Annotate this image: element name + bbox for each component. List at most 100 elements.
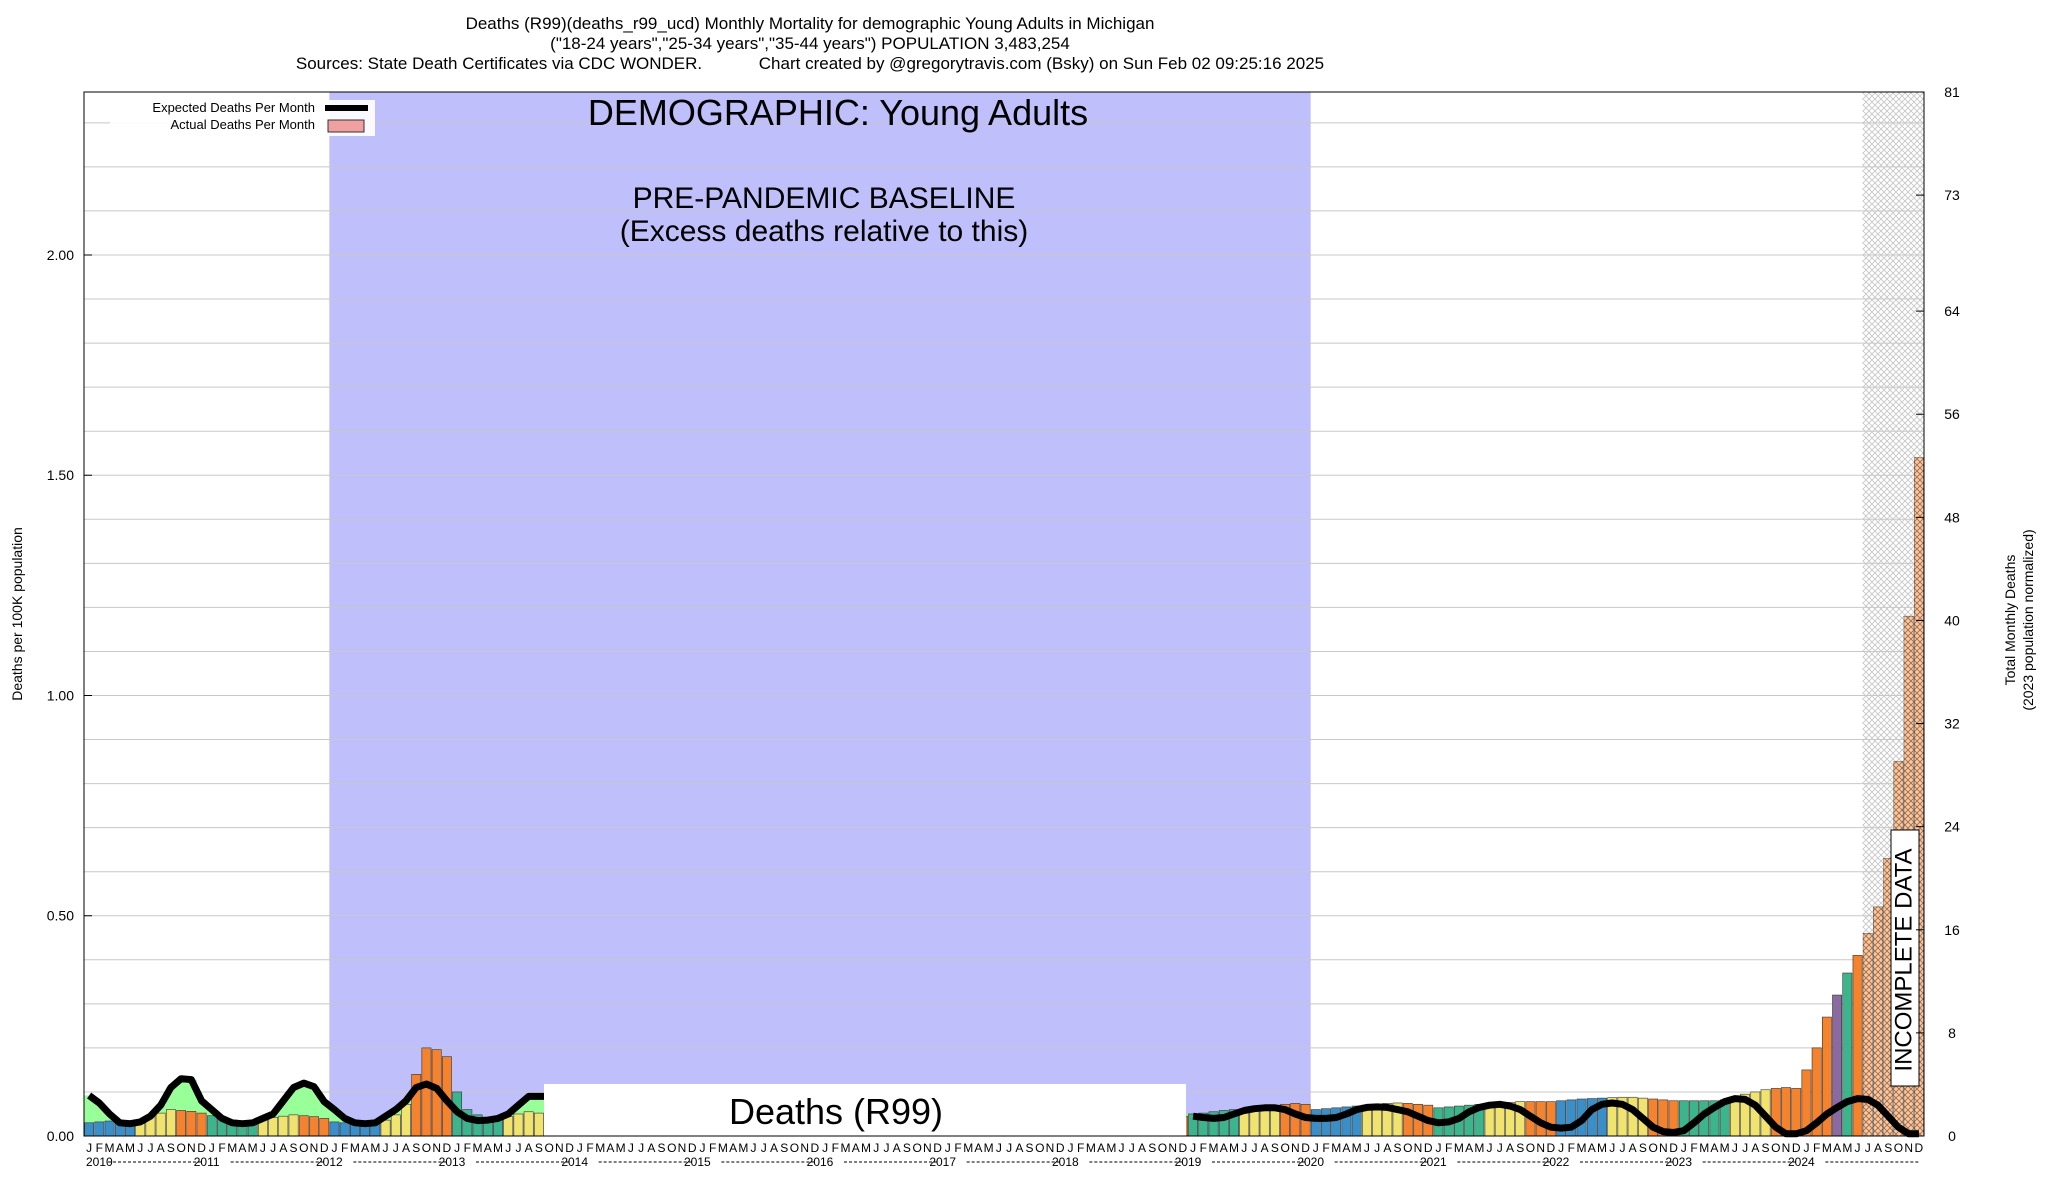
x-month-label: A xyxy=(729,1141,737,1155)
x-month-label: M xyxy=(350,1141,360,1155)
y-axis-label: Deaths per 100K population xyxy=(9,527,25,701)
expected-surplus-area xyxy=(186,1079,197,1112)
x-month-label: J xyxy=(873,1141,879,1155)
actual-bar xyxy=(1852,955,1863,1137)
x-year-label: 2011 xyxy=(194,1155,220,1169)
expected-surplus-area xyxy=(329,1109,340,1122)
y-tick-label: 1.00 xyxy=(47,687,74,703)
x-month-label: J xyxy=(86,1141,92,1155)
x-month-label: M xyxy=(1209,1141,1219,1155)
x-month-label: S xyxy=(290,1141,298,1155)
x-month-label: A xyxy=(279,1141,287,1155)
x-month-label: A xyxy=(484,1141,492,1155)
x-month-label: D xyxy=(933,1141,942,1155)
x-month-label: M xyxy=(1699,1141,1709,1155)
x-year-label: 2019 xyxy=(1175,1155,1202,1169)
x-month-label: F xyxy=(341,1141,348,1155)
x-month-label: J xyxy=(1497,1141,1503,1155)
x-month-label: F xyxy=(1690,1141,1697,1155)
x-month-label: J xyxy=(1681,1141,1687,1155)
expected-surplus-area xyxy=(523,1096,535,1112)
actual-bar xyxy=(176,1110,187,1137)
x-month-label: J xyxy=(1251,1141,1257,1155)
x-month-label: O xyxy=(1771,1141,1780,1155)
y-right-tick-label: 8 xyxy=(1948,1025,1956,1041)
x-month-label: A xyxy=(1629,1141,1637,1155)
actual-bar xyxy=(84,1122,95,1137)
actual-bar xyxy=(319,1118,330,1137)
actual-bar xyxy=(329,1121,340,1137)
actual-bar xyxy=(196,1112,207,1137)
actual-bar xyxy=(339,1122,350,1137)
x-month-label: J xyxy=(1609,1141,1615,1155)
x-month-label: M xyxy=(616,1141,626,1155)
x-year-label: 2010 xyxy=(86,1155,113,1169)
x-month-label: J xyxy=(1067,1141,1073,1155)
x-month-label: D xyxy=(1915,1141,1924,1155)
expected-surplus-area xyxy=(319,1101,330,1119)
x-month-label: N xyxy=(1046,1141,1055,1155)
x-month-label: M xyxy=(984,1141,994,1155)
x-month-label: N xyxy=(1414,1141,1423,1155)
chart-title: Deaths (R99)(deaths_r99_ucd) Monthly Mor… xyxy=(0,14,1620,74)
actual-bar xyxy=(401,1103,411,1137)
x-year-label: 2023 xyxy=(1665,1155,1692,1169)
x-month-label: M xyxy=(1352,1141,1362,1155)
x-month-label: J xyxy=(270,1141,276,1155)
x-month-label: N xyxy=(1904,1141,1913,1155)
x-month-label: S xyxy=(903,1141,911,1155)
x-month-label: A xyxy=(770,1141,778,1155)
x-month-label: F xyxy=(954,1141,961,1155)
x-month-label: D xyxy=(1792,1141,1801,1155)
x-month-label: A xyxy=(606,1141,614,1155)
x-year-label: 2015 xyxy=(684,1155,711,1169)
x-month-label: A xyxy=(238,1141,246,1155)
x-month-label: M xyxy=(1331,1141,1341,1155)
x-month-label: A xyxy=(647,1141,655,1155)
expected-surplus-area xyxy=(84,1095,95,1123)
legend-actual-label: Actual Deaths Per Month xyxy=(170,117,315,132)
actual-bar xyxy=(278,1115,289,1137)
x-month-label: J xyxy=(1865,1141,1871,1155)
legend-expected-label: Expected Deaths Per Month xyxy=(152,100,315,115)
x-month-label: J xyxy=(1619,1141,1625,1155)
cause-label: Deaths (R99) xyxy=(729,1091,943,1132)
x-month-label: F xyxy=(1200,1141,1207,1155)
actual-bar xyxy=(268,1117,279,1137)
x-month-label: J xyxy=(383,1141,389,1155)
x-month-label: M xyxy=(963,1141,973,1155)
x-month-label: S xyxy=(780,1141,788,1155)
x-month-label: M xyxy=(1106,1141,1116,1155)
x-month-label: J xyxy=(1803,1141,1809,1155)
x-month-label: J xyxy=(751,1141,757,1155)
x-month-label: N xyxy=(1168,1141,1177,1155)
baseline-annotation-line1: PRE-PANDEMIC BASELINE xyxy=(633,182,1016,215)
x-month-label: J xyxy=(822,1141,828,1155)
x-month-label: A xyxy=(1097,1141,1105,1155)
y-right-tick-label: 48 xyxy=(1944,509,1960,525)
actual-bar xyxy=(94,1121,105,1137)
incomplete-hatch-bar xyxy=(1873,906,1883,1136)
actual-bar xyxy=(1331,1107,1342,1137)
actual-bar xyxy=(1750,1091,1761,1137)
y-tick-label: 0.00 xyxy=(47,1128,74,1144)
y-right-tick-label: 16 xyxy=(1944,922,1960,938)
x-month-label: A xyxy=(1751,1141,1759,1155)
x-month-label: A xyxy=(1383,1141,1391,1155)
x-month-label: F xyxy=(1445,1141,1452,1155)
actual-bar xyxy=(523,1111,534,1137)
x-month-label: O xyxy=(790,1141,799,1155)
x-month-label: J xyxy=(761,1141,767,1155)
x-month-label: D xyxy=(1669,1141,1678,1155)
x-month-label: J xyxy=(393,1141,399,1155)
x-month-label: M xyxy=(1086,1141,1096,1155)
x-month-label: J xyxy=(1119,1141,1125,1155)
x-month-label: S xyxy=(1884,1141,1892,1155)
y-right-axis-label: Total Monthly Deaths xyxy=(2002,555,2018,686)
x-month-label: J xyxy=(638,1141,644,1155)
x-month-label: N xyxy=(187,1141,196,1155)
expected-surplus-area xyxy=(94,1102,105,1122)
x-month-label: O xyxy=(1403,1141,1412,1155)
x-month-label: A xyxy=(974,1141,982,1155)
